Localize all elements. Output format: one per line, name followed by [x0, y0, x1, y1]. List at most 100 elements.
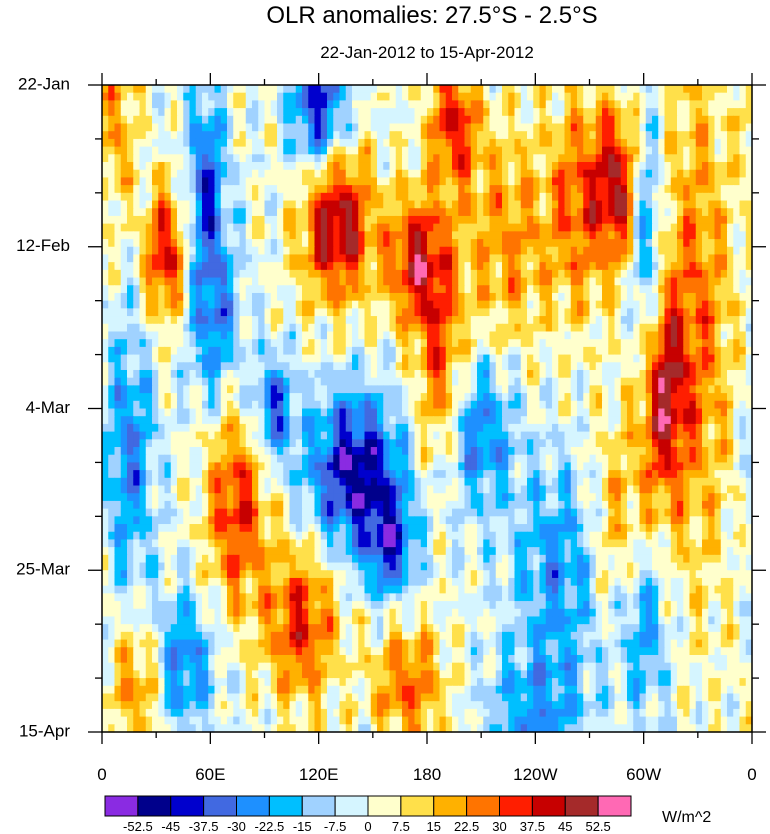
field-cell: [614, 269, 622, 279]
field-cell: [189, 246, 197, 256]
field-cell: [327, 115, 334, 125]
field-cell: [214, 431, 222, 440]
field-cell: [220, 215, 228, 225]
field-cell: [614, 169, 622, 179]
field-cell: [514, 162, 522, 171]
field-cell: [620, 192, 628, 202]
field-cell: [370, 369, 378, 379]
field-cell: [420, 185, 428, 194]
field-cell: [677, 316, 684, 325]
field-cell: [489, 393, 497, 402]
field-cell: [495, 385, 503, 394]
field-cell: [420, 331, 428, 340]
field-cell: [314, 146, 322, 155]
field-cell: [745, 223, 753, 232]
field-cell: [220, 138, 228, 148]
field-cell: [308, 369, 316, 379]
field-cell: [489, 100, 497, 109]
field-cell: [620, 215, 628, 225]
field-cell: [283, 123, 291, 132]
field-cell: [327, 300, 334, 309]
field-cell: [152, 231, 159, 240]
field-cell: [208, 308, 216, 317]
field-cell: [664, 192, 672, 202]
field-cell: [670, 246, 678, 256]
field-cell: [714, 277, 722, 286]
field-cell: [545, 331, 553, 340]
field-cell: [114, 115, 122, 125]
field-cell: [589, 85, 597, 94]
field-cell: [195, 185, 203, 194]
field-cell: [395, 377, 403, 386]
field-cell: [745, 269, 753, 279]
field-cell: [508, 100, 516, 109]
field-cell: [533, 146, 541, 155]
field-cell: [520, 215, 528, 225]
field-cell: [489, 85, 497, 94]
field-cell: [414, 308, 422, 317]
field-cell: [427, 316, 434, 325]
field-cell: [264, 177, 272, 186]
field-cell: [139, 269, 147, 279]
field-cell: [245, 362, 253, 371]
field-cell: [202, 108, 209, 117]
field-cell: [302, 215, 309, 225]
field-cell: [245, 169, 253, 179]
field-cell: [745, 215, 753, 225]
field-cell: [602, 85, 609, 94]
field-cell: [314, 239, 322, 248]
field-cell: [564, 154, 572, 163]
field-cell: [183, 162, 191, 171]
field-cell: [720, 223, 728, 232]
field-cell: [539, 169, 547, 179]
field-cell: [470, 123, 478, 132]
field-cell: [614, 115, 622, 125]
field-cell: [170, 346, 178, 356]
field-cell: [189, 400, 197, 410]
field-cell: [414, 208, 422, 217]
field-cell: [439, 269, 447, 279]
field-cell: [602, 192, 609, 202]
field-cell: [214, 308, 222, 317]
field-cell: [352, 223, 359, 232]
field-cell: [108, 285, 116, 294]
field-cell: [264, 231, 272, 240]
field-cell: [183, 292, 191, 302]
field-cell: [408, 369, 416, 379]
field-cell: [427, 92, 434, 101]
field-cell: [327, 285, 334, 294]
field-cell: [320, 138, 328, 148]
field-cell: [227, 231, 234, 240]
field-cell: [564, 300, 572, 309]
field-cell: [733, 154, 741, 163]
field-cell: [483, 277, 491, 286]
field-cell: [358, 393, 366, 402]
field-cell: [533, 316, 541, 325]
field-cell: [514, 215, 522, 225]
field-cell: [170, 185, 178, 194]
field-cell: [627, 138, 634, 148]
field-cell: [545, 185, 553, 194]
field-cell: [427, 323, 434, 333]
field-cell: [489, 447, 497, 456]
field-cell: [270, 131, 278, 140]
field-cell: [258, 177, 266, 186]
field-cell: [720, 292, 728, 302]
field-cell: [133, 385, 141, 394]
field-cell: [320, 292, 328, 302]
field-cell: [539, 215, 547, 225]
field-cell: [414, 200, 422, 209]
field-cell: [639, 100, 647, 109]
field-cell: [502, 377, 509, 386]
field-cell: [483, 131, 491, 140]
field-cell: [714, 377, 722, 386]
field-cell: [652, 254, 659, 263]
field-cell: [252, 100, 259, 109]
field-cell: [533, 246, 541, 256]
field-cell: [683, 131, 691, 140]
field-cell: [464, 431, 472, 440]
field-cell: [408, 185, 416, 194]
field-cell: [152, 292, 159, 302]
field-cell: [220, 146, 228, 155]
field-cell: [202, 354, 209, 363]
